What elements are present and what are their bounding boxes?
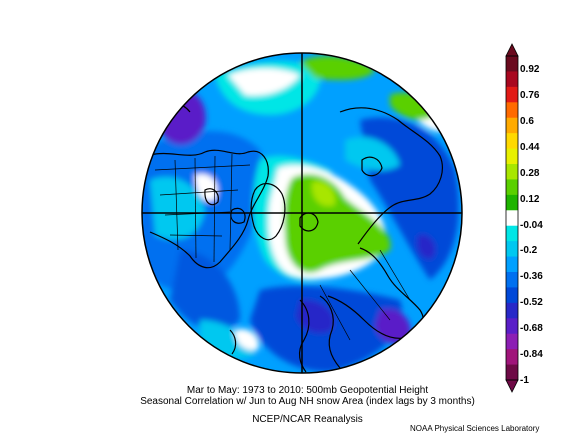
colorbar-swatch <box>506 241 518 258</box>
colorbar-swatch <box>506 102 518 119</box>
colorbar-label: 0.28 <box>520 167 540 179</box>
colorbar-label: 0.44 <box>520 141 540 153</box>
colorbar-swatch <box>506 272 518 288</box>
colorbar-label: -0.68 <box>520 323 543 335</box>
colorbar <box>505 43 519 393</box>
caption-source: NCEP/NCAR Reanalysis <box>252 414 363 425</box>
colorbar-swatch <box>506 256 518 273</box>
colorbar-label: -0.2 <box>520 245 538 257</box>
colorbar-swatch <box>506 349 518 366</box>
colorbar-swatch <box>506 318 518 335</box>
colorbar-label: -0.84 <box>520 349 543 361</box>
colorbar-label: -0.04 <box>520 219 543 231</box>
colorbar-label: -1 <box>520 375 529 386</box>
colorbar-swatch <box>506 148 518 165</box>
coastlines <box>149 102 443 373</box>
colorbar-label: 0.76 <box>520 89 540 101</box>
colorbar-swatch <box>506 71 518 88</box>
colorbar-swatch <box>506 179 518 196</box>
colorbar-label: 0.6 <box>520 115 534 127</box>
colorbar-swatch <box>506 194 518 211</box>
colorbar-swatch <box>506 364 518 381</box>
colorbar-label: 0.92 <box>520 64 540 75</box>
colorbar-swatch <box>506 225 518 242</box>
colorbar-swatch <box>506 302 518 319</box>
colorbar-swatch <box>506 56 518 72</box>
country-borders <box>154 153 411 341</box>
colorbar-swatch <box>506 133 518 150</box>
colorbar-label: -0.52 <box>520 297 543 309</box>
caption-subtitle: Seasonal Correlation w/ Jun to Aug NH sn… <box>140 396 475 407</box>
credit-text: NOAA Physical Sciences Laboratory <box>410 424 540 433</box>
colorbar-swatch <box>506 210 518 227</box>
colorbar-swatch <box>506 164 518 180</box>
colorbar-max-arrow <box>505 43 519 57</box>
colorbar-swatch <box>506 287 518 304</box>
colorbar-swatch <box>506 117 518 134</box>
colorbar-swatch <box>506 86 518 103</box>
colorbar-frame <box>505 55 519 381</box>
colorbar-label: 0.12 <box>520 193 540 205</box>
colorbar-swatch <box>506 333 518 350</box>
caption-title: Mar to May: 1973 to 2010: 500mb Geopoten… <box>186 385 429 396</box>
colorbar-label: -0.36 <box>520 271 543 283</box>
